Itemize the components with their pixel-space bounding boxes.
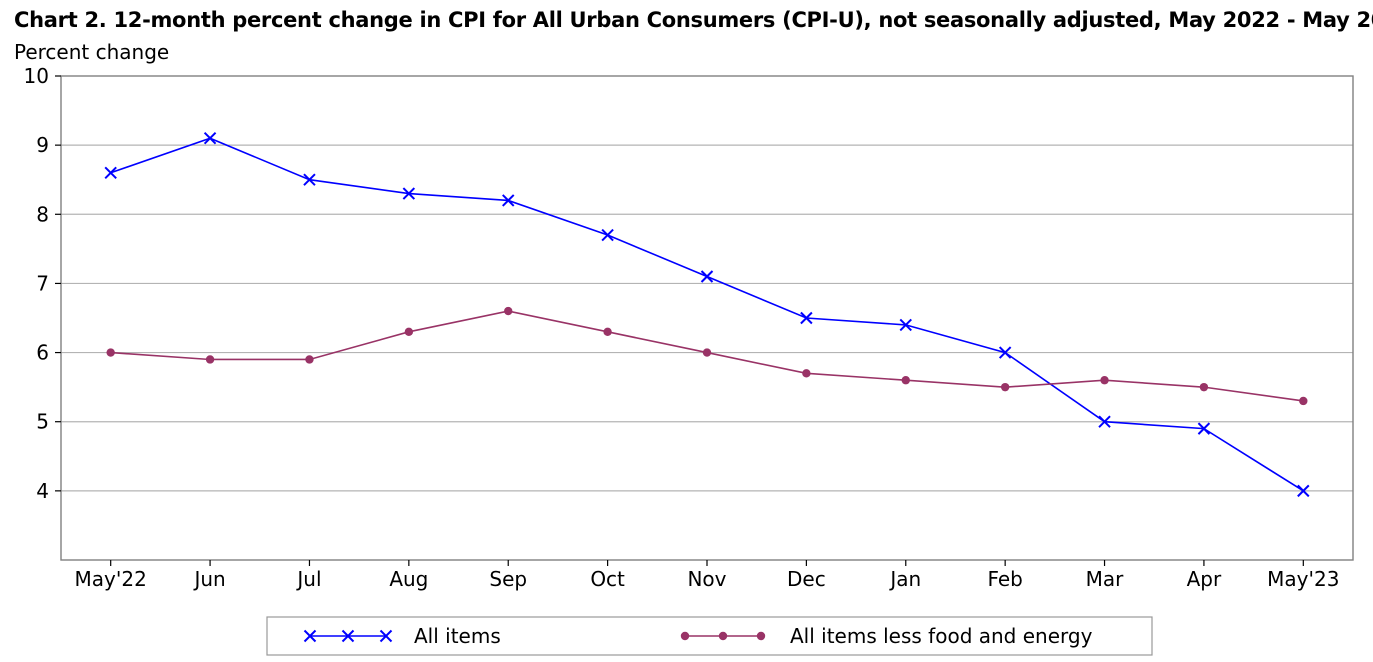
x-tick-label: Dec bbox=[787, 567, 826, 591]
legend-label-all-items: All items bbox=[414, 624, 501, 648]
data-point-core bbox=[1199, 382, 1209, 392]
y-tick-label: 5 bbox=[36, 410, 49, 434]
x-tick-label: Sep bbox=[489, 567, 527, 591]
marker-stroke bbox=[203, 132, 217, 145]
data-point-core bbox=[106, 348, 115, 357]
data-point-core bbox=[504, 306, 513, 316]
legend-label-core: All items less food and energy bbox=[790, 624, 1093, 648]
data-point-all-items bbox=[1297, 484, 1310, 498]
marker-stroke bbox=[700, 270, 714, 283]
x-tick-label: Nov bbox=[687, 567, 726, 591]
legend-marker-all-items bbox=[341, 629, 355, 643]
legend-marker-all-items bbox=[379, 629, 393, 643]
data-point-all-items bbox=[899, 318, 912, 332]
marker-stroke bbox=[899, 318, 912, 332]
marker-stroke bbox=[502, 194, 515, 207]
data-point-all-items bbox=[303, 173, 316, 186]
series-line-all-items bbox=[110, 137, 1304, 492]
x-tick-label: Apr bbox=[1187, 567, 1222, 591]
legend-marker-core bbox=[680, 631, 690, 641]
chart-title: Chart 2. 12-month percent change in CPI … bbox=[14, 8, 1373, 32]
y-tick-label: 9 bbox=[36, 133, 49, 157]
y-tick-label: 8 bbox=[36, 202, 49, 226]
y-tick-label: 10 bbox=[24, 64, 49, 88]
marker-stroke bbox=[402, 187, 416, 200]
marker-stroke bbox=[104, 166, 117, 180]
legend-marker-all-items bbox=[303, 629, 317, 643]
y-tick-label: 4 bbox=[36, 479, 49, 503]
x-tick-label: Jun bbox=[192, 567, 225, 591]
y-tick-label: 7 bbox=[36, 271, 49, 295]
x-tick-label: May'23 bbox=[1267, 567, 1339, 591]
data-point-core bbox=[802, 369, 811, 378]
x-tick-label: Jan bbox=[888, 567, 921, 591]
data-point-all-items bbox=[402, 187, 416, 200]
marker-stroke bbox=[1197, 422, 1211, 435]
x-tick-label: Aug bbox=[389, 567, 428, 591]
marker-stroke bbox=[601, 228, 614, 242]
data-point-core bbox=[901, 376, 910, 385]
data-point-all-items bbox=[1197, 422, 1211, 435]
legend-marker-core bbox=[756, 631, 766, 641]
data-point-core bbox=[205, 355, 215, 364]
x-tick-label: May'22 bbox=[75, 567, 147, 591]
legend-marker-core bbox=[718, 631, 728, 641]
marker-stroke bbox=[303, 629, 317, 643]
data-point-all-items bbox=[1098, 415, 1111, 428]
data-point-core bbox=[404, 327, 414, 337]
data-point-core bbox=[1000, 382, 1010, 392]
y-axis-label: Percent change bbox=[14, 40, 170, 64]
marker-stroke bbox=[379, 629, 393, 643]
data-point-core bbox=[305, 355, 314, 364]
data-point-all-items bbox=[998, 346, 1012, 359]
plot-frame bbox=[60, 75, 1354, 561]
marker-stroke bbox=[1098, 415, 1111, 428]
data-point-all-items bbox=[104, 166, 117, 180]
marker-stroke bbox=[1297, 484, 1310, 498]
data-point-all-items bbox=[601, 228, 614, 242]
data-point-core bbox=[603, 327, 612, 337]
marker-stroke bbox=[998, 346, 1012, 359]
data-point-core bbox=[702, 348, 712, 357]
data-point-core bbox=[1299, 396, 1308, 406]
x-tick-label: Mar bbox=[1086, 567, 1125, 591]
y-tick-label: 6 bbox=[36, 341, 49, 365]
x-tick-label: Jul bbox=[295, 567, 321, 591]
data-point-all-items bbox=[203, 132, 217, 145]
marker-stroke bbox=[303, 173, 316, 186]
data-point-all-items bbox=[800, 311, 813, 325]
data-point-all-items bbox=[502, 194, 515, 207]
x-tick-label: Feb bbox=[987, 567, 1022, 591]
x-tick-label: Oct bbox=[590, 567, 625, 591]
marker-stroke bbox=[800, 311, 813, 325]
data-point-core bbox=[1100, 376, 1109, 385]
data-point-all-items bbox=[700, 270, 714, 283]
marker-stroke bbox=[341, 629, 355, 643]
